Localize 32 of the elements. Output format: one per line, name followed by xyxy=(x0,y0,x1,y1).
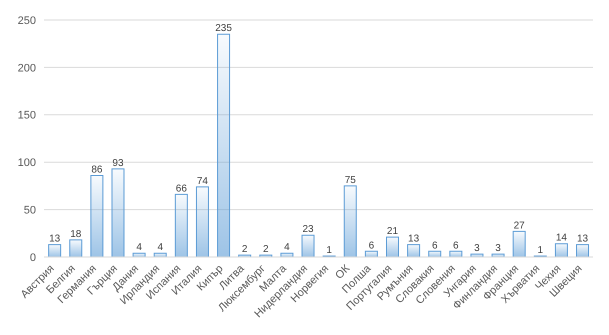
data-label: 93 xyxy=(112,158,124,169)
data-label: 23 xyxy=(302,224,314,236)
data-label: 18 xyxy=(70,228,82,240)
data-label: 235 xyxy=(215,23,232,34)
data-label: 4 xyxy=(136,242,142,254)
data-label: 75 xyxy=(344,174,356,186)
data-label: 14 xyxy=(556,232,568,244)
data-label: 1 xyxy=(326,245,332,256)
data-label: 6 xyxy=(453,240,460,252)
data-label: 4 xyxy=(284,242,290,254)
y-tick-label: 150 xyxy=(18,110,36,122)
data-label: 21 xyxy=(386,226,398,238)
data-label: 1 xyxy=(538,245,544,256)
data-label: 13 xyxy=(576,234,589,245)
data-label: 2 xyxy=(263,244,270,256)
data-label: 86 xyxy=(91,164,103,176)
data-label: 3 xyxy=(474,243,480,254)
data-label: 13 xyxy=(49,234,61,245)
y-tick-label: 200 xyxy=(18,62,36,74)
data-label: 66 xyxy=(176,183,188,194)
data-label: 3 xyxy=(495,243,502,254)
data-label: 4 xyxy=(157,242,164,254)
data-label: 2 xyxy=(242,244,248,256)
data-label: 6 xyxy=(368,240,375,252)
y-tick-label: 0 xyxy=(30,252,36,264)
y-tick-label: 250 xyxy=(18,14,36,27)
y-tick-label: 100 xyxy=(18,157,36,170)
data-label: 6 xyxy=(432,240,438,252)
data-label: 27 xyxy=(514,220,526,232)
data-label: 74 xyxy=(196,176,208,187)
data-label: 13 xyxy=(408,234,420,245)
y-tick-label: 50 xyxy=(24,204,36,217)
